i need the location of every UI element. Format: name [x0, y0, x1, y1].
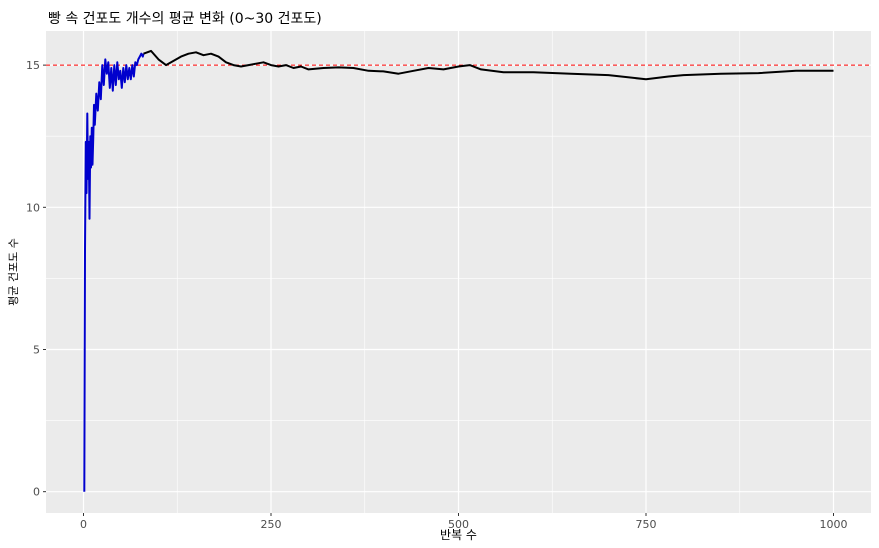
y-tick-label: 0	[33, 486, 40, 499]
x-axis-title: 반복 수	[440, 528, 477, 542]
x-tick-label: 0	[80, 518, 87, 531]
x-tick-label: 250	[261, 518, 282, 531]
tick-labels: 0 250 500 750 1000 0 5 10 15	[26, 59, 848, 531]
y-axis-title: 평균 건포도 수	[7, 238, 20, 306]
y-tick-label: 15	[26, 59, 40, 72]
series-line-2	[143, 49, 834, 81]
y-tick-label: 10	[26, 201, 40, 214]
x-tick-label: 1000	[820, 518, 848, 531]
x-tick-label: 750	[636, 518, 657, 531]
series-line-1	[83, 52, 145, 492]
series-layer	[83, 49, 834, 492]
x-tick-label: 500	[448, 518, 469, 531]
chart-title: 빵 속 건포도 개수의 평균 변화 (0~30 건포도)	[48, 11, 322, 27]
y-tick-label: 5	[33, 343, 40, 356]
axis-ticks	[43, 64, 834, 516]
